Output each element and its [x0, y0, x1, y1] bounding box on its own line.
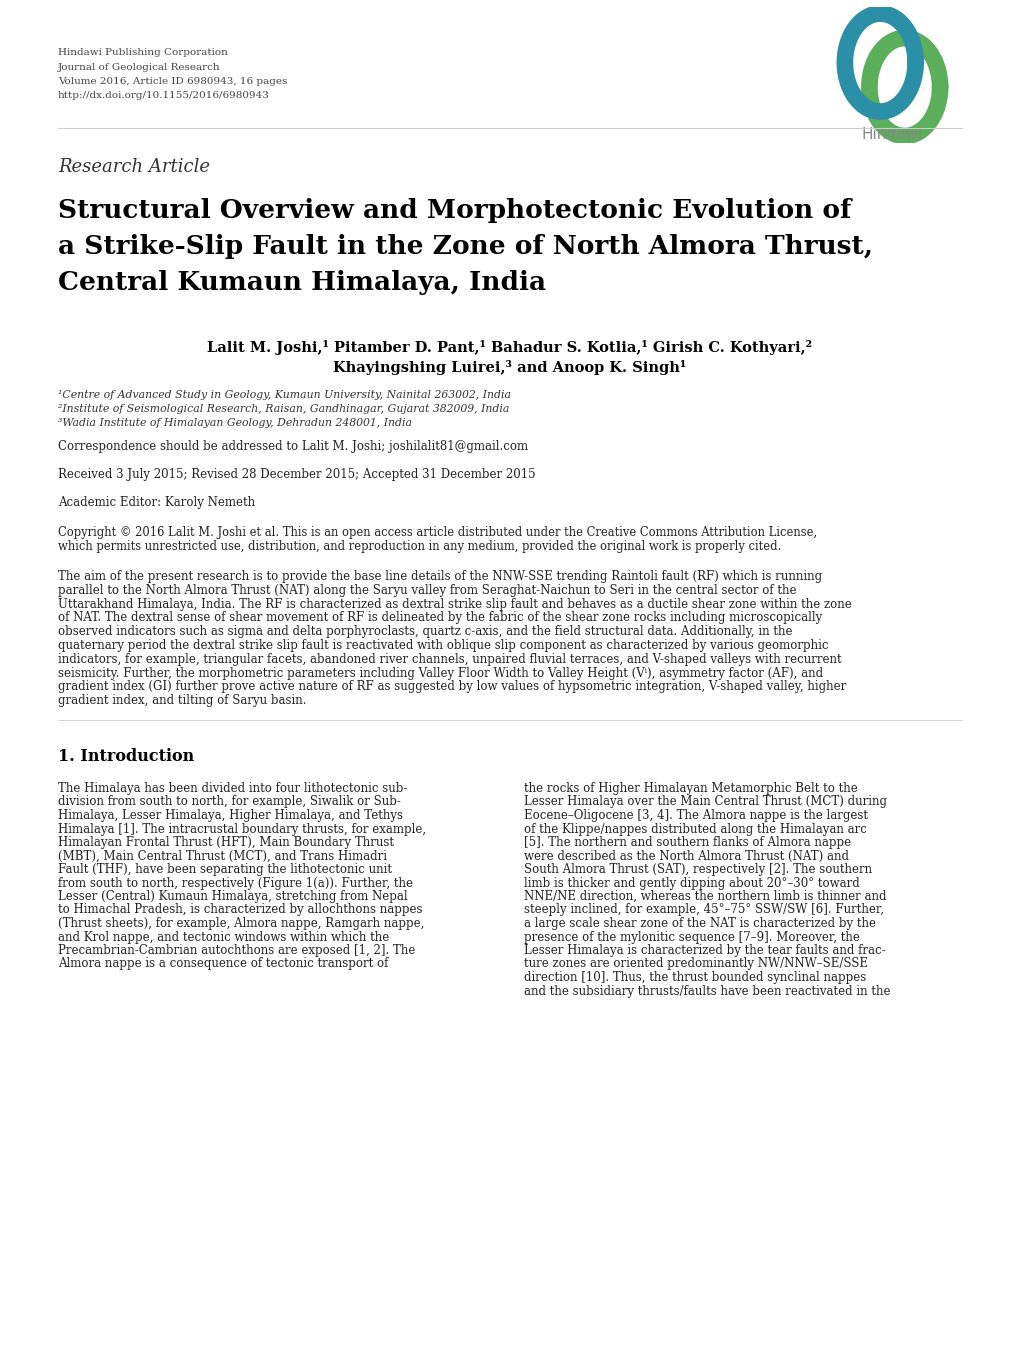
Text: http://dx.doi.org/10.1155/2016/6980943: http://dx.doi.org/10.1155/2016/6980943: [58, 91, 270, 101]
Text: from south to north, respectively (Figure 1(a)). Further, the: from south to north, respectively (Figur…: [58, 876, 413, 889]
Text: steeply inclined, for example, 45°–75° SSW/SW [6]. Further,: steeply inclined, for example, 45°–75° S…: [524, 903, 883, 917]
Text: gradient index, and tilting of Saryu basin.: gradient index, and tilting of Saryu bas…: [58, 694, 306, 707]
Text: Lesser Himalaya over the Main Central Thrust (MCT) during: Lesser Himalaya over the Main Central Th…: [524, 796, 887, 808]
Text: and Krol nappe, and tectonic windows within which the: and Krol nappe, and tectonic windows wit…: [58, 930, 389, 944]
Text: Volume 2016, Article ID 6980943, 16 pages: Volume 2016, Article ID 6980943, 16 page…: [58, 78, 287, 86]
Text: Research Article: Research Article: [58, 158, 210, 175]
Text: limb is thicker and gently dipping about 20°–30° toward: limb is thicker and gently dipping about…: [524, 876, 859, 889]
Text: Lesser Himalaya is characterized by the tear faults and frac-: Lesser Himalaya is characterized by the …: [524, 944, 884, 957]
Text: Central Kumaun Himalaya, India: Central Kumaun Himalaya, India: [58, 271, 545, 295]
Text: Lalit M. Joshi,¹ Pitamber D. Pant,¹ Bahadur S. Kotlia,¹ Girish C. Kothyari,²: Lalit M. Joshi,¹ Pitamber D. Pant,¹ Baha…: [207, 340, 812, 355]
Text: Eocene–Oligocene [3, 4]. The Almora nappe is the largest: Eocene–Oligocene [3, 4]. The Almora napp…: [524, 809, 867, 821]
Text: Himalayan Frontal Thrust (HFT), Main Boundary Thrust: Himalayan Frontal Thrust (HFT), Main Bou…: [58, 836, 393, 849]
Text: Correspondence should be addressed to Lalit M. Joshi; joshilalit81@gmail.com: Correspondence should be addressed to La…: [58, 441, 528, 453]
Text: Himalaya [1]. The intracrustal boundary thrusts, for example,: Himalaya [1]. The intracrustal boundary …: [58, 823, 426, 835]
Text: of the Klippe/nappes distributed along the Himalayan arc: of the Klippe/nappes distributed along t…: [524, 823, 866, 835]
Text: Academic Editor: Karoly Nemeth: Academic Editor: Karoly Nemeth: [58, 496, 255, 509]
Text: observed indicators such as sigma and delta porphyroclasts, quartz c-axis, and t: observed indicators such as sigma and de…: [58, 626, 792, 638]
Text: to Himachal Pradesh, is characterized by allochthons nappes: to Himachal Pradesh, is characterized by…: [58, 903, 422, 917]
Text: ³Wadia Institute of Himalayan Geology, Dehradun 248001, India: ³Wadia Institute of Himalayan Geology, D…: [58, 418, 412, 428]
Text: Uttarakhand Himalaya, India. The RF is characterized as dextral strike slip faul: Uttarakhand Himalaya, India. The RF is c…: [58, 597, 851, 611]
Text: Khayingshing Luirei,³ and Anoop K. Singh¹: Khayingshing Luirei,³ and Anoop K. Singh…: [333, 360, 686, 375]
Text: which permits unrestricted use, distribution, and reproduction in any medium, pr: which permits unrestricted use, distribu…: [58, 540, 781, 554]
Text: [5]. The northern and southern flanks of Almora nappe: [5]. The northern and southern flanks of…: [524, 836, 850, 849]
Text: Lesser (Central) Kumaun Himalaya, stretching from Nepal: Lesser (Central) Kumaun Himalaya, stretc…: [58, 889, 408, 903]
Text: Hindawi Publishing Corporation: Hindawi Publishing Corporation: [58, 48, 227, 57]
Text: indicators, for example, triangular facets, abandoned river channels, unpaired f: indicators, for example, triangular face…: [58, 653, 841, 666]
Text: Hindawi: Hindawi: [861, 126, 922, 143]
Text: and the subsidiary thrusts/faults have been reactivated in the: and the subsidiary thrusts/faults have b…: [524, 985, 890, 997]
Text: The Himalaya has been divided into four lithotectonic sub-: The Himalaya has been divided into four …: [58, 782, 407, 796]
Text: Structural Overview and Morphotectonic Evolution of: Structural Overview and Morphotectonic E…: [58, 199, 851, 223]
Text: a Strike-Slip Fault in the Zone of North Almora Thrust,: a Strike-Slip Fault in the Zone of North…: [58, 234, 872, 258]
Text: division from south to north, for example, Siwalik or Sub-: division from south to north, for exampl…: [58, 796, 400, 808]
Text: (MBT), Main Central Thrust (MCT), and Trans Himadri: (MBT), Main Central Thrust (MCT), and Tr…: [58, 850, 386, 862]
Text: Journal of Geological Research: Journal of Geological Research: [58, 63, 220, 72]
Text: Copyright © 2016 Lalit M. Joshi et al. This is an open access article distribute: Copyright © 2016 Lalit M. Joshi et al. T…: [58, 526, 816, 539]
Text: ture zones are oriented predominantly NW/NNW–SE/SSE: ture zones are oriented predominantly NW…: [524, 957, 867, 971]
Text: ¹Centre of Advanced Study in Geology, Kumaun University, Nainital 263002, India: ¹Centre of Advanced Study in Geology, Ku…: [58, 390, 511, 400]
Text: 1. Introduction: 1. Introduction: [58, 748, 194, 766]
Text: a large scale shear zone of the NAT is characterized by the: a large scale shear zone of the NAT is c…: [524, 917, 875, 930]
Text: seismicity. Further, the morphometric parameters including Valley Floor Width to: seismicity. Further, the morphometric pa…: [58, 666, 822, 680]
Text: (Thrust sheets), for example, Almora nappe, Ramgarh nappe,: (Thrust sheets), for example, Almora nap…: [58, 917, 424, 930]
Text: ²Institute of Seismological Research, Raisan, Gandhinagar, Gujarat 382009, India: ²Institute of Seismological Research, Ra…: [58, 404, 508, 413]
Text: Almora nappe is a consequence of tectonic transport of: Almora nappe is a consequence of tectoni…: [58, 957, 388, 971]
Text: Precambrian-Cambrian autochthons are exposed [1, 2]. The: Precambrian-Cambrian autochthons are exp…: [58, 944, 415, 957]
Text: quaternary period the dextral strike slip fault is reactivated with oblique slip: quaternary period the dextral strike sli…: [58, 639, 827, 651]
Text: direction [10]. Thus, the thrust bounded synclinal nappes: direction [10]. Thus, the thrust bounded…: [524, 971, 865, 985]
Text: Received 3 July 2015; Revised 28 December 2015; Accepted 31 December 2015: Received 3 July 2015; Revised 28 Decembe…: [58, 468, 535, 481]
Text: of NAT. The dextral sense of shear movement of RF is delineated by the fabric of: of NAT. The dextral sense of shear movem…: [58, 612, 821, 624]
Text: NNE/NE direction, whereas the northern limb is thinner and: NNE/NE direction, whereas the northern l…: [524, 889, 886, 903]
Text: The aim of the present research is to provide the base line details of the NNW-S: The aim of the present research is to pr…: [58, 570, 821, 583]
Text: were described as the North Almora Thrust (NAT) and: were described as the North Almora Thrus…: [524, 850, 848, 862]
Text: parallel to the North Almora Thrust (NAT) along the Saryu valley from Seraghat-N: parallel to the North Almora Thrust (NAT…: [58, 583, 796, 597]
Text: gradient index (GI) further prove active nature of RF as suggested by low values: gradient index (GI) further prove active…: [58, 680, 846, 694]
Text: Himalaya, Lesser Himalaya, Higher Himalaya, and Tethys: Himalaya, Lesser Himalaya, Higher Himala…: [58, 809, 403, 821]
Text: presence of the mylonitic sequence [7–9]. Moreover, the: presence of the mylonitic sequence [7–9]…: [524, 930, 859, 944]
Text: the rocks of Higher Himalayan Metamorphic Belt to the: the rocks of Higher Himalayan Metamorphi…: [524, 782, 857, 796]
Text: South Almora Thrust (SAT), respectively [2]. The southern: South Almora Thrust (SAT), respectively …: [524, 864, 871, 876]
Text: Fault (THF), have been separating the lithotectonic unit: Fault (THF), have been separating the li…: [58, 864, 391, 876]
